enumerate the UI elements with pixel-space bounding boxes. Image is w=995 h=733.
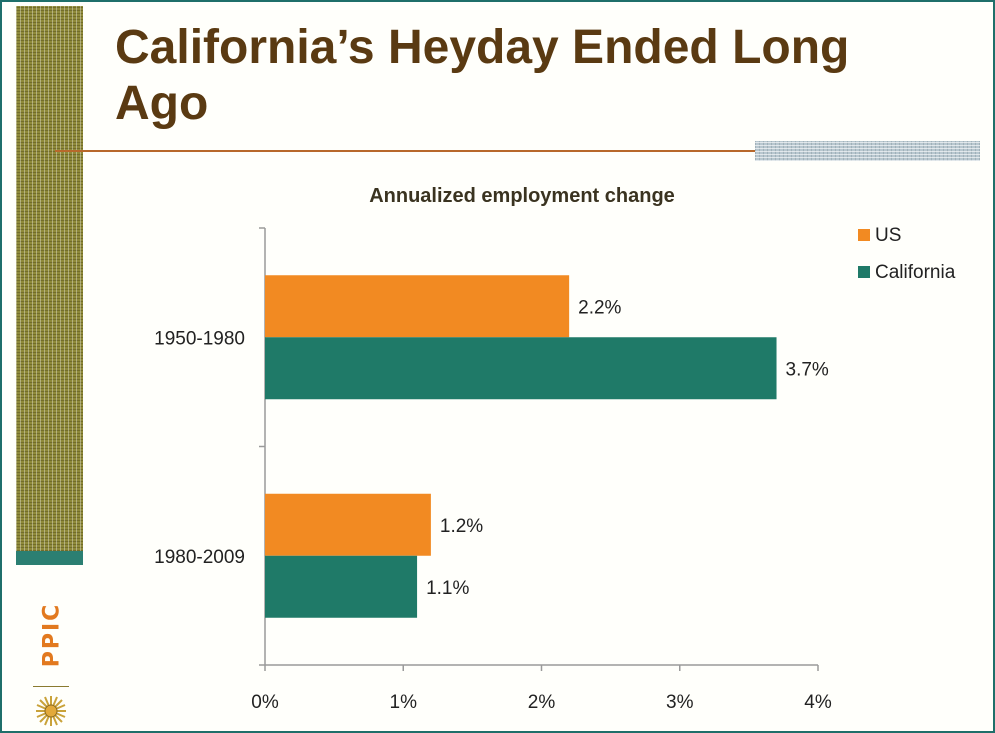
chart-bars: 2.2% 3.7% 1.2% 1.1% xyxy=(265,275,829,618)
legend-label: US xyxy=(875,225,901,246)
legend-swatch xyxy=(858,266,870,278)
data-label: 2.2% xyxy=(578,297,621,318)
bar xyxy=(265,337,777,400)
legend-label: California xyxy=(875,262,956,283)
data-label: 3.7% xyxy=(786,359,829,380)
sun-icon xyxy=(36,696,66,726)
side-band-decoration xyxy=(16,6,83,551)
chart-axes: 0% 1% 2% 3% 4% 1950-1980 1980-2009 xyxy=(154,227,832,713)
x-tick-label: 0% xyxy=(251,692,279,713)
data-label: 1.1% xyxy=(426,578,469,599)
title-underline-accent xyxy=(755,141,980,161)
x-tick-label: 1% xyxy=(390,692,418,713)
data-label: 1.2% xyxy=(440,516,483,537)
x-tick-label: 2% xyxy=(528,692,556,713)
side-band-accent xyxy=(16,551,83,565)
bar xyxy=(265,493,431,556)
page-title: California’s Heyday Ended Long Ago xyxy=(115,21,850,130)
x-tick-label: 4% xyxy=(804,692,832,713)
title-underline xyxy=(55,150,980,152)
chart-legend: US California xyxy=(858,225,956,283)
category-label: 1950-1980 xyxy=(154,328,245,349)
legend-swatch xyxy=(858,229,870,241)
category-label: 1980-2009 xyxy=(154,547,245,568)
logo-divider xyxy=(33,686,69,687)
bar xyxy=(265,555,418,618)
chart-title: Annualized employment change xyxy=(369,185,675,207)
x-tick-label: 3% xyxy=(666,692,694,713)
bar xyxy=(265,275,570,338)
